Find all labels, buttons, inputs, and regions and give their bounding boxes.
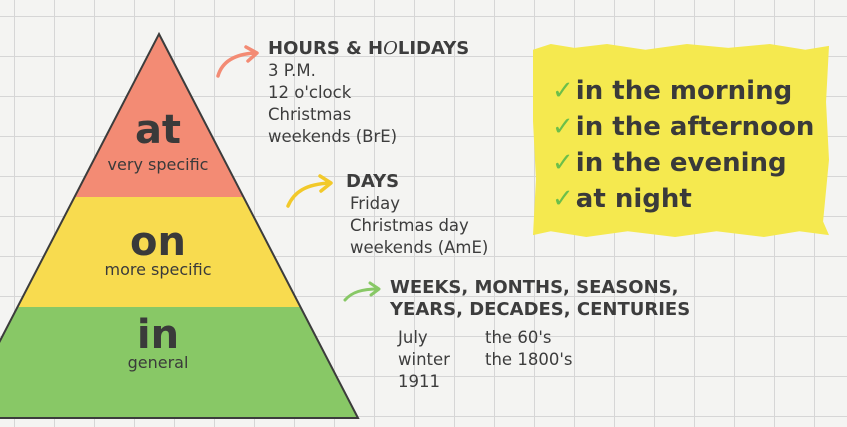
at-item: 12 o'clock (268, 83, 352, 102)
check-icon: ✓ (552, 76, 574, 106)
in-heading-line1: WEEKS, MONTHS, SEASONS, (390, 277, 679, 298)
at-heading: HOURS & HOLIDAYS (268, 38, 470, 59)
note-line-night: ✓at night (552, 184, 692, 214)
on-item: Christmas day (350, 216, 469, 235)
in-examples: WEEKS, MONTHS, SEASONS, YEARS, DECADES, … (390, 277, 840, 397)
pyramid-tier-on (18, 197, 300, 307)
arrow-icon-in (343, 281, 381, 302)
tier-desc-in: general (127, 353, 189, 372)
note-line-afternoon: ✓in the afternoon (552, 112, 815, 142)
on-heading: DAYS (346, 171, 400, 192)
tier-word-in: in (136, 312, 180, 358)
in-item: 1911 (398, 372, 440, 391)
in-item: the 60's (485, 328, 552, 347)
arrow-icon-on (286, 174, 333, 208)
arrow-icon-at (216, 45, 259, 78)
pyramid-tier-at (75, 34, 243, 197)
check-icon: ✓ (552, 148, 574, 178)
at-item: Christmas (268, 105, 352, 124)
on-examples: DAYS Friday Christmas day weekends (AmE) (346, 171, 488, 259)
tier-desc-on: more specific (104, 260, 212, 279)
in-item: the 1800's (485, 350, 573, 369)
note-line-evening: ✓in the evening (552, 148, 787, 178)
at-item: weekends (BrE) (268, 127, 398, 146)
at-item: 3 P.M. (268, 61, 316, 80)
in-column-2: the 60's the 1800's (485, 327, 572, 371)
tier-desc-at: very specific (107, 155, 209, 174)
at-examples: HOURS & HOLIDAYS 3 P.M. 12 o'clock Chris… (268, 38, 469, 148)
in-heading-line2: YEARS, DECADES, CENTURIES (390, 299, 691, 320)
check-icon: ✓ (552, 184, 574, 214)
in-item: winter (398, 350, 450, 369)
note-line-morning: ✓in the morning (552, 76, 793, 106)
sticky-note (533, 44, 829, 237)
on-item: Friday (350, 194, 401, 213)
in-column-1: July winter 1911 (398, 327, 450, 393)
pyramid-outline (0, 31, 360, 419)
in-item: July (398, 328, 428, 347)
pyramid-tier-in (0, 307, 358, 418)
check-icon: ✓ (552, 112, 574, 142)
tier-word-on: on (130, 219, 186, 265)
on-item: weekends (AmE) (350, 238, 489, 257)
tier-word-at: at (134, 107, 182, 153)
